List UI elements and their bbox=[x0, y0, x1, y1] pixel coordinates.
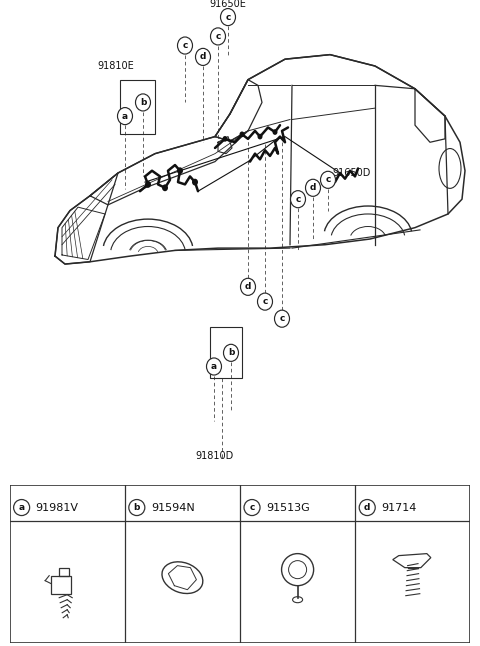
Circle shape bbox=[321, 171, 336, 189]
Text: d: d bbox=[200, 52, 206, 61]
Text: a: a bbox=[211, 362, 217, 371]
Circle shape bbox=[223, 136, 228, 141]
Circle shape bbox=[162, 184, 168, 191]
Circle shape bbox=[13, 499, 30, 516]
Circle shape bbox=[220, 8, 236, 26]
Circle shape bbox=[118, 107, 132, 125]
Circle shape bbox=[224, 344, 239, 361]
Text: c: c bbox=[225, 12, 231, 21]
Text: d: d bbox=[310, 183, 316, 193]
Text: d: d bbox=[245, 282, 251, 291]
Text: c: c bbox=[249, 503, 255, 512]
Text: c: c bbox=[216, 32, 221, 41]
Text: 91810D: 91810D bbox=[196, 451, 234, 461]
Circle shape bbox=[244, 499, 260, 516]
Text: a: a bbox=[19, 503, 24, 512]
Text: 91714: 91714 bbox=[381, 503, 417, 512]
Circle shape bbox=[257, 293, 273, 310]
Circle shape bbox=[145, 181, 151, 188]
Text: b: b bbox=[140, 98, 146, 107]
Circle shape bbox=[290, 191, 305, 208]
Circle shape bbox=[129, 499, 145, 516]
Circle shape bbox=[240, 278, 255, 295]
Circle shape bbox=[211, 28, 226, 45]
Text: 91650E: 91650E bbox=[210, 0, 246, 9]
Circle shape bbox=[192, 179, 198, 185]
Text: b: b bbox=[133, 503, 140, 512]
Text: b: b bbox=[228, 348, 234, 357]
Circle shape bbox=[195, 48, 211, 65]
Text: c: c bbox=[182, 41, 188, 50]
Circle shape bbox=[240, 131, 244, 137]
Text: 91513G: 91513G bbox=[266, 503, 310, 512]
Text: c: c bbox=[279, 314, 285, 323]
Text: a: a bbox=[122, 112, 128, 121]
Circle shape bbox=[257, 134, 263, 140]
Text: c: c bbox=[262, 297, 268, 306]
Circle shape bbox=[305, 179, 321, 196]
Text: 91594N: 91594N bbox=[151, 503, 194, 512]
Text: 91981V: 91981V bbox=[36, 503, 79, 512]
Circle shape bbox=[177, 167, 183, 174]
Text: 91650D: 91650D bbox=[332, 168, 371, 178]
Circle shape bbox=[178, 37, 192, 54]
Circle shape bbox=[206, 358, 221, 375]
Text: d: d bbox=[364, 503, 371, 512]
Text: 91810E: 91810E bbox=[97, 61, 134, 70]
Circle shape bbox=[359, 499, 375, 516]
Text: c: c bbox=[325, 175, 331, 184]
Circle shape bbox=[135, 94, 151, 111]
Text: c: c bbox=[295, 194, 300, 203]
Circle shape bbox=[273, 129, 277, 135]
Circle shape bbox=[275, 310, 289, 328]
